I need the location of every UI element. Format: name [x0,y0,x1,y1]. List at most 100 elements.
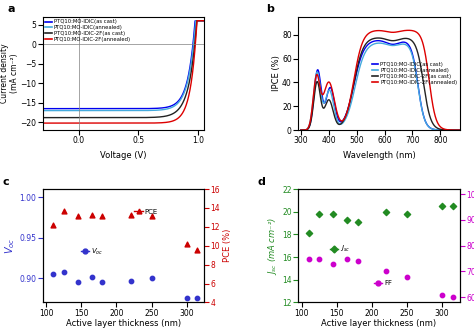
PTQ10:MO-IDIC(annealed) [138,109,144,113]
Text: b: b [266,4,273,14]
PTQ10:MO-IDIC(annealed) [441,128,447,132]
PTQ10:MO-IDIC-2F(as cast) [422,89,428,93]
Point [60,269,67,274]
PTQ10:MO-IDIC-2F(annealed) [194,19,200,23]
Line: PTQ10:MO-IDIC-2F(annealed): PTQ10:MO-IDIC-2F(annealed) [43,21,204,123]
Point [193,248,201,253]
PTQ10:MO-IDIC(as cast) [402,40,408,44]
PTQ10:MO-IDIC(as cast) [138,107,144,111]
PTQ10:MO-IDIC-2F(annealed) [143,121,148,125]
PTQ10:MO-IDIC(annealed) [163,107,168,111]
Point [305,230,312,236]
PTQ10:MO-IDIC-2F(as cast) [298,128,304,132]
PTQ10:MO-IDIC-2F(as cast) [337,122,343,126]
PTQ10:MO-IDIC-2F(annealed) [179,112,185,116]
Legend: $J_{sc}$: $J_{sc}$ [327,241,354,257]
PTQ10:MO-IDIC-2F(as cast) [343,114,348,118]
Point [74,213,82,218]
Point [344,217,351,222]
Point [438,292,446,297]
Text: c: c [2,176,9,186]
PTQ10:MO-IDIC(annealed) [422,118,428,122]
Text: a: a [7,4,15,14]
PTQ10:MO-IDIC(annealed) [134,109,139,113]
Text: d: d [258,176,265,186]
PTQ10:MO-IDIC(annealed) [337,122,343,126]
PTQ10:MO-IDIC(annealed) [193,19,199,23]
PTQ10:MO-IDIC(as cast) [441,128,447,132]
Line: PTQ10:MO-IDIC(annealed): PTQ10:MO-IDIC(annealed) [43,21,204,111]
Legend: PTQ10:MO-IDIC(as cast), PTQ10:MO-IDIC(annealed), PTQ10:MO-IDIC-2F(as cast), PTQ1: PTQ10:MO-IDIC(as cast), PTQ10:MO-IDIC(an… [46,19,131,42]
Point [403,211,411,217]
PTQ10:MO-IDIC-2F(as cast) [134,116,139,120]
Point [354,219,362,225]
Line: PTQ10:MO-IDIC(as cast): PTQ10:MO-IDIC(as cast) [43,21,204,109]
PTQ10:MO-IDIC(annealed) [402,43,408,47]
Point [127,278,134,283]
PTQ10:MO-IDIC(annealed) [40,109,46,113]
X-axis label: Voltage (V): Voltage (V) [100,151,147,160]
PTQ10:MO-IDIC(annealed) [457,128,463,132]
Y-axis label: Current density
(mA cm⁻²): Current density (mA cm⁻²) [0,44,19,103]
PTQ10:MO-IDIC-2F(annealed) [402,29,408,33]
PTQ10:MO-IDIC-2F(annealed) [348,93,354,97]
Legend: FF: FF [371,277,395,289]
Point [60,208,67,213]
Point [329,211,337,217]
Point [49,271,57,277]
Legend: PCE: PCE [132,206,161,217]
PTQ10:MO-IDIC(annealed) [143,109,148,113]
Point [382,269,390,274]
PTQ10:MO-IDIC-2F(as cast) [375,36,381,40]
Line: PTQ10:MO-IDIC-2F(annealed): PTQ10:MO-IDIC-2F(annealed) [301,30,460,130]
Point [74,280,82,285]
Legend: PTQ10:MO-IDIC(as cast), PTQ10:MO-IDIC(annealed), PTQ10:MO-IDIC-2F(as cast), PTQ1: PTQ10:MO-IDIC(as cast), PTQ10:MO-IDIC(an… [372,62,457,85]
PTQ10:MO-IDIC(as cast) [201,19,207,23]
PTQ10:MO-IDIC-2F(annealed) [134,121,139,125]
PTQ10:MO-IDIC(as cast) [375,39,381,43]
PTQ10:MO-IDIC-2F(annealed) [406,28,411,32]
Point [183,241,191,247]
Line: PTQ10:MO-IDIC(as cast): PTQ10:MO-IDIC(as cast) [301,41,460,130]
PTQ10:MO-IDIC(annealed) [298,128,304,132]
PTQ10:MO-IDIC(as cast) [343,113,348,117]
Point [344,256,351,261]
Point [148,276,155,281]
PTQ10:MO-IDIC(as cast) [134,107,139,111]
PTQ10:MO-IDIC(annealed) [343,117,348,121]
Line: PTQ10:MO-IDIC-2F(as cast): PTQ10:MO-IDIC-2F(as cast) [43,21,204,118]
Point [382,209,390,214]
PTQ10:MO-IDIC-2F(annealed) [337,118,343,122]
PTQ10:MO-IDIC-2F(as cast) [402,36,408,40]
Y-axis label: IPCE (%): IPCE (%) [272,55,281,91]
Line: PTQ10:MO-IDIC(annealed): PTQ10:MO-IDIC(annealed) [301,43,460,130]
PTQ10:MO-IDIC-2F(annealed) [201,19,207,23]
Point [127,212,134,217]
PTQ10:MO-IDIC-2F(annealed) [138,121,144,125]
PTQ10:MO-IDIC-2F(as cast) [348,95,354,99]
PTQ10:MO-IDIC-2F(as cast) [143,116,148,120]
PTQ10:MO-IDIC(annealed) [376,41,382,45]
PTQ10:MO-IDIC(annealed) [348,101,354,105]
PTQ10:MO-IDIC-2F(annealed) [163,120,168,124]
PTQ10:MO-IDIC-2F(as cast) [40,116,46,120]
X-axis label: Wavelength (nm): Wavelength (nm) [343,151,415,160]
PTQ10:MO-IDIC-2F(as cast) [163,114,168,118]
Point [305,256,312,261]
Point [449,203,456,209]
PTQ10:MO-IDIC-2F(annealed) [50,121,55,125]
Y-axis label: $V_{oc}$: $V_{oc}$ [3,238,17,254]
Point [193,296,201,301]
PTQ10:MO-IDIC-2F(annealed) [343,114,348,118]
PTQ10:MO-IDIC(as cast) [337,119,343,123]
PTQ10:MO-IDIC(as cast) [143,107,148,111]
PTQ10:MO-IDIC-2F(annealed) [298,128,304,132]
PTQ10:MO-IDIC(as cast) [192,19,198,23]
Point [99,213,106,218]
PTQ10:MO-IDIC(as cast) [348,95,354,99]
PTQ10:MO-IDIC(as cast) [179,94,185,98]
PTQ10:MO-IDIC-2F(annealed) [422,49,428,53]
PTQ10:MO-IDIC-2F(as cast) [179,102,185,107]
Y-axis label: PCE (%): PCE (%) [223,229,232,262]
Point [403,274,411,279]
